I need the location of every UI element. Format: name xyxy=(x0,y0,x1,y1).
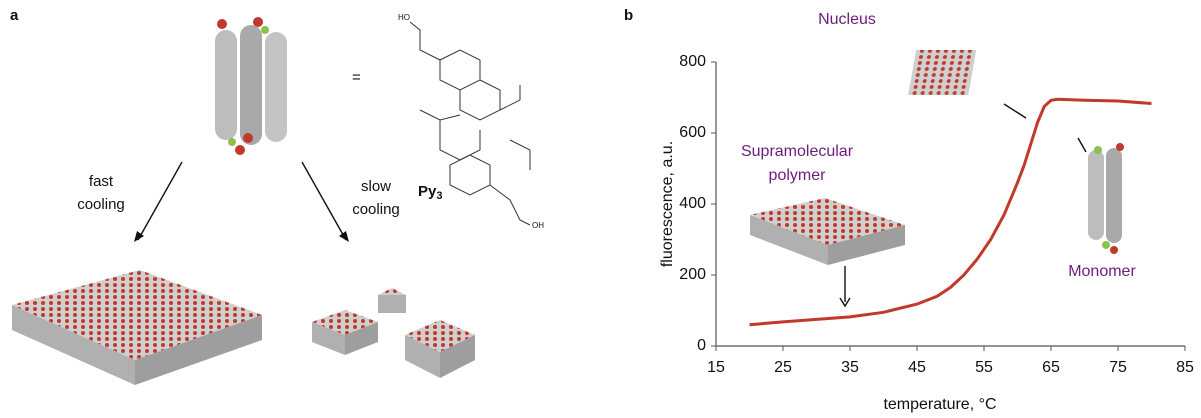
x-tick-label: 75 xyxy=(1109,359,1127,376)
nanosheets xyxy=(312,288,475,378)
x-tick-label: 85 xyxy=(1176,359,1194,376)
equals: = xyxy=(352,69,361,86)
nucleus-model xyxy=(908,50,976,95)
annotation: Nucleus xyxy=(818,11,876,28)
molecule-name-main: Py xyxy=(418,183,437,200)
x-tick-label: 25 xyxy=(774,359,792,376)
y-tick-label: 800 xyxy=(679,53,706,70)
fast-cooling: cooling xyxy=(77,196,125,213)
y-tick-label: 400 xyxy=(679,195,706,212)
arrow xyxy=(138,162,182,240)
y-tick-label: 0 xyxy=(697,337,706,354)
y-tick-label: 600 xyxy=(679,124,706,141)
polymer-sheet xyxy=(12,270,262,385)
figure: a = HO OH Py3 fast cooling slow cooling … xyxy=(0,0,1201,418)
annotation: Monomer xyxy=(1068,263,1136,280)
slow-cooling: cooling xyxy=(352,201,400,218)
x-tick-label: 35 xyxy=(841,359,859,376)
monomer-model xyxy=(1088,143,1124,254)
annotation: polymer xyxy=(769,167,827,184)
x-tick-label: 45 xyxy=(908,359,926,376)
annotation: Supramolecular xyxy=(741,143,854,160)
x-tick-label: 55 xyxy=(975,359,993,376)
arrow xyxy=(302,162,346,240)
y-axis-label: fluorescence, a.u. xyxy=(659,141,676,267)
arrowhead xyxy=(339,231,349,242)
molecule-subscript: 3 xyxy=(436,190,442,202)
arrow xyxy=(1004,104,1026,118)
panel-label: b xyxy=(624,7,633,24)
monomer-model xyxy=(215,17,287,155)
fast-cooling: fast xyxy=(89,173,114,190)
structure-label: HO xyxy=(398,13,410,22)
x-tick-label: 65 xyxy=(1042,359,1060,376)
y-tick-label: 200 xyxy=(679,266,706,283)
arrow xyxy=(1078,138,1086,152)
x-axis-label: temperature, °C xyxy=(883,396,996,413)
x-tick-label: 15 xyxy=(707,359,725,376)
slow-cooling: slow xyxy=(361,178,391,195)
molecule-name: Py3 xyxy=(418,183,442,202)
structure-label: OH xyxy=(532,221,544,230)
panel-label: a xyxy=(10,7,19,24)
polymer-model xyxy=(750,198,905,265)
